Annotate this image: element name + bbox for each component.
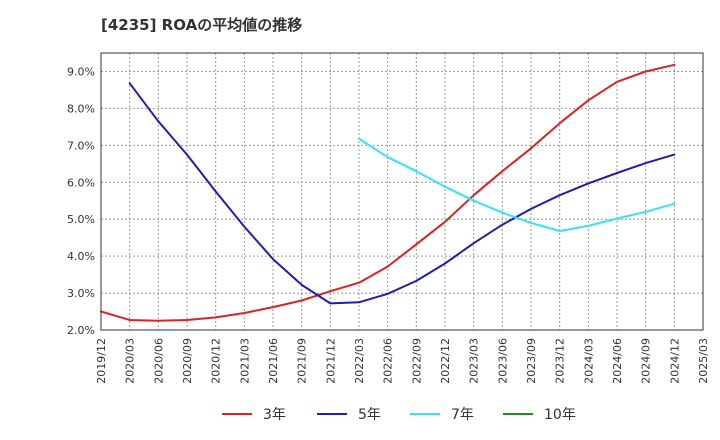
y-tick-label: 2.0% xyxy=(67,324,95,337)
x-tick-label: 2022/03 xyxy=(353,338,366,384)
x-tick-label: 2022/06 xyxy=(382,338,395,384)
y-tick-label: 9.0% xyxy=(67,65,95,78)
x-tick-label: 2024/12 xyxy=(668,338,681,384)
legend-label: 10年 xyxy=(544,407,576,423)
series-lines xyxy=(100,63,676,322)
series-line-3年 xyxy=(100,63,676,322)
legend: 3年 5年 7年 10年 xyxy=(222,407,576,423)
x-tick-label: 2021/09 xyxy=(296,338,309,384)
chart-title: [4235] ROAの平均値の推移 xyxy=(101,16,303,34)
legend-label: 3年 xyxy=(263,407,286,423)
x-tick-label: 2020/03 xyxy=(124,338,137,384)
x-tick-label: 2022/09 xyxy=(410,338,423,384)
plot-area-border xyxy=(100,52,704,331)
series-line-7年 xyxy=(358,137,676,232)
x-tick-label: 2024/09 xyxy=(640,338,653,384)
series-line-5年 xyxy=(128,82,676,305)
x-tick-label: 2020/09 xyxy=(181,338,194,384)
x-tick-label: 2024/03 xyxy=(582,338,595,384)
x-tick-label: 2021/06 xyxy=(267,338,280,384)
x-tick-label: 2019/12 xyxy=(95,338,108,384)
x-tick-label: 2022/12 xyxy=(439,338,452,384)
x-tick-label: 2020/06 xyxy=(152,338,165,384)
y-tick-label: 6.0% xyxy=(67,176,95,189)
x-tick-label: 2023/06 xyxy=(496,338,509,384)
x-tick-label: 2023/03 xyxy=(468,338,481,384)
x-tick-label: 2025/03 xyxy=(697,338,710,384)
y-tick-label: 3.0% xyxy=(67,287,95,300)
y-tick-label: 7.0% xyxy=(67,139,95,152)
legend-label: 5年 xyxy=(358,407,381,423)
y-tick-label: 8.0% xyxy=(67,102,95,115)
x-axis-ticks: 2019/12 2020/03 2020/06 2020/09 2020/12 2021/… xyxy=(95,338,710,384)
legend-label: 7年 xyxy=(451,407,474,423)
x-tick-label: 2023/09 xyxy=(525,338,538,384)
x-tick-label: 2024/06 xyxy=(611,338,624,384)
x-tick-label: 2020/12 xyxy=(210,338,223,384)
grid-lines xyxy=(101,53,703,330)
y-axis-ticks: 2.0% 3.0% 4.0% 5.0% 6.0% 7.0% 8.0% 9.0% xyxy=(67,65,95,337)
y-tick-label: 5.0% xyxy=(67,213,95,226)
x-tick-label: 2021/12 xyxy=(324,338,337,384)
x-tick-label: 2023/12 xyxy=(554,338,567,384)
x-tick-label: 2021/03 xyxy=(238,338,251,384)
y-tick-label: 4.0% xyxy=(67,250,95,263)
